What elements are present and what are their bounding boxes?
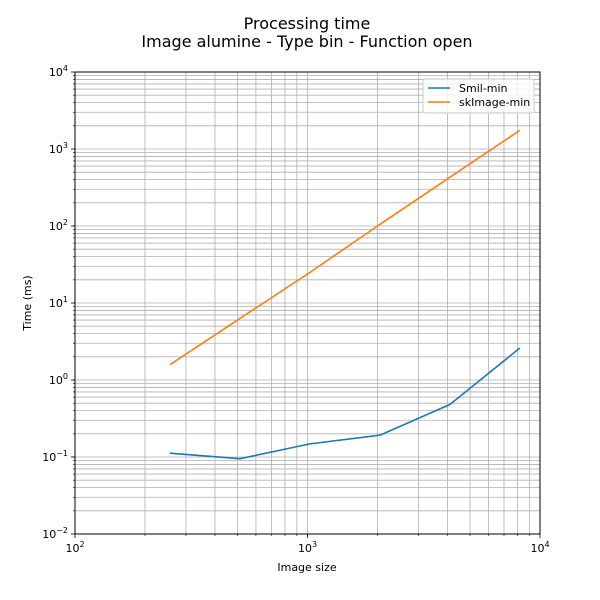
y-tick-exponent: 3 (63, 141, 68, 150)
y-tick-base: 10 (42, 528, 56, 541)
x-axis-label: Image size (277, 561, 337, 574)
y-tick-label: 10−1 (42, 449, 68, 464)
y-tick-base: 10 (49, 66, 63, 79)
y-tick-label: 103 (49, 141, 68, 156)
y-tick-base: 10 (49, 143, 63, 156)
legend-label-smil-min: Smil-min (459, 82, 508, 95)
x-tick-exponent: 4 (544, 540, 549, 549)
y-tick-label: 101 (49, 295, 68, 310)
x-tick-base: 10 (530, 542, 544, 555)
y-tick-exponent: 1 (63, 295, 68, 304)
y-tick-exponent: 2 (63, 218, 68, 227)
x-tick-exponent: 2 (79, 540, 84, 549)
x-tick-base: 10 (65, 542, 79, 555)
series-lines (169, 129, 521, 460)
x-tick-exponent: 3 (312, 540, 317, 549)
y-tick-exponent: −1 (56, 449, 68, 458)
series-line-smil-min (169, 347, 521, 460)
x-tick-label: 104 (530, 540, 549, 555)
grid (75, 72, 540, 534)
y-tick-base: 10 (49, 220, 63, 233)
legend-frame (422, 78, 535, 114)
y-axis-label: Time (ms) (21, 275, 34, 331)
legend-label-skimage-min: skImage-min (459, 96, 530, 109)
y-tick-label: 104 (49, 64, 68, 79)
y-tick-label: 100 (49, 372, 68, 387)
y-tick-base: 10 (42, 451, 56, 464)
series-line-skimage-min (169, 129, 521, 366)
x-tick-label: 103 (298, 540, 317, 555)
y-tick-label: 10−2 (42, 526, 68, 541)
y-tick-exponent: −2 (56, 526, 68, 535)
y-tick-exponent: 0 (63, 372, 68, 381)
y-tick-base: 10 (49, 374, 63, 387)
y-tick-label: 102 (49, 218, 68, 233)
x-tick-base: 10 (298, 542, 312, 555)
legend: Smil-min skImage-min (422, 78, 535, 114)
x-tick-label: 102 (65, 540, 84, 555)
y-tick-base: 10 (49, 297, 63, 310)
chart-title: Processing time (244, 14, 371, 33)
y-tick-exponent: 4 (63, 64, 68, 73)
chart-subtitle: Image alumine - Type bin - Function open (141, 32, 472, 51)
